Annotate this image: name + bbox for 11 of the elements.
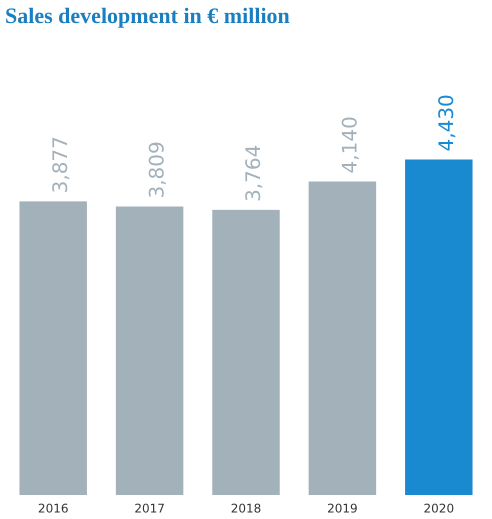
data-label: 3,764 <box>241 144 265 202</box>
chart-title: Sales development in € million <box>5 3 290 28</box>
x-tick-label: 2020 <box>424 502 454 516</box>
data-label: 3,877 <box>48 136 72 194</box>
data-label: 3,809 <box>144 141 169 199</box>
x-tick-label: 2019 <box>327 502 358 516</box>
data-label: 4,430 <box>434 94 458 152</box>
data-label: 4,140 <box>337 116 362 174</box>
x-tick-label: 2017 <box>134 502 165 516</box>
x-tick-label: 2016 <box>38 502 68 516</box>
x-tick-label: 2018 <box>230 502 262 516</box>
